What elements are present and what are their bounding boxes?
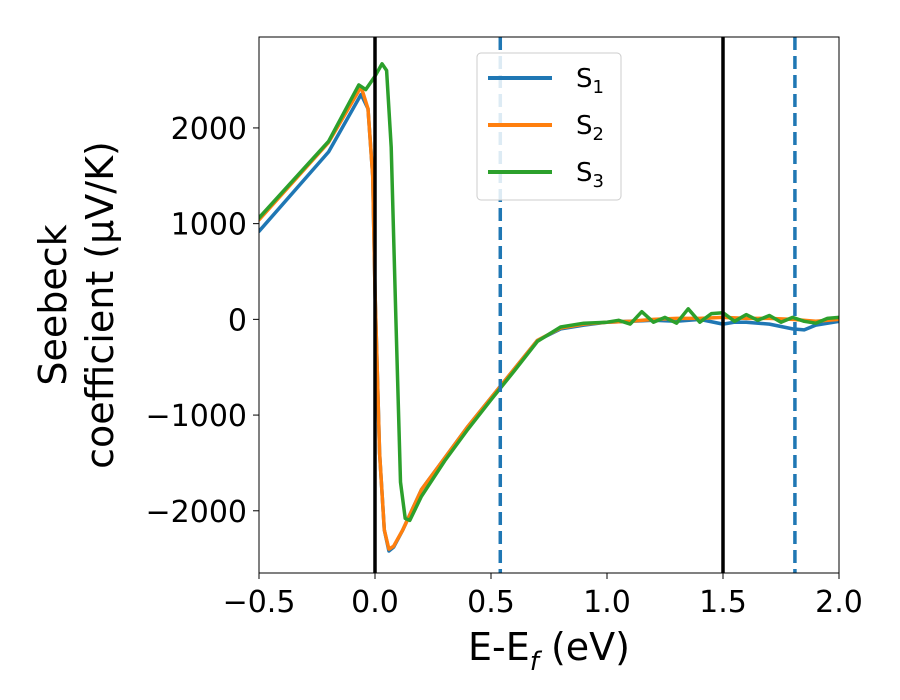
y-axis-label-line2: coefficient (μV/K) — [78, 141, 122, 469]
plot-layer — [259, 37, 839, 573]
y-tick-label: 0 — [228, 303, 247, 338]
legend-label-s1: S1 — [576, 64, 604, 98]
axes-layer: −0.5 0.0 0.5 1.0 1.5 2.0 −2000 −1000 0 1000 2000 — [146, 36, 863, 620]
x-tick-label: −0.5 — [223, 585, 296, 620]
x-tick-label: 0.5 — [467, 585, 515, 620]
plot-frame — [258, 36, 840, 574]
y-tick-label: −1000 — [146, 399, 247, 434]
x-tick-label: 1.0 — [583, 585, 631, 620]
x-tick-label: 1.5 — [699, 585, 747, 620]
legend-label-s3: S3 — [576, 158, 604, 192]
legend-label-s2: S2 — [576, 111, 604, 145]
x-axis-label: E-Ef (eV) — [468, 625, 630, 677]
y-tick-label: −2000 — [146, 495, 247, 530]
y-tick-label: 2000 — [171, 112, 247, 147]
series-line-s3 — [259, 62, 839, 523]
y-axis-label-line1: Seebeck — [31, 224, 75, 385]
legend: S1 S2 S3 — [476, 52, 622, 201]
x-tick-label: 0.0 — [351, 585, 399, 620]
plot-area — [259, 37, 839, 573]
y-tick-label: 1000 — [171, 208, 247, 243]
x-tick-label: 2.0 — [815, 585, 863, 620]
